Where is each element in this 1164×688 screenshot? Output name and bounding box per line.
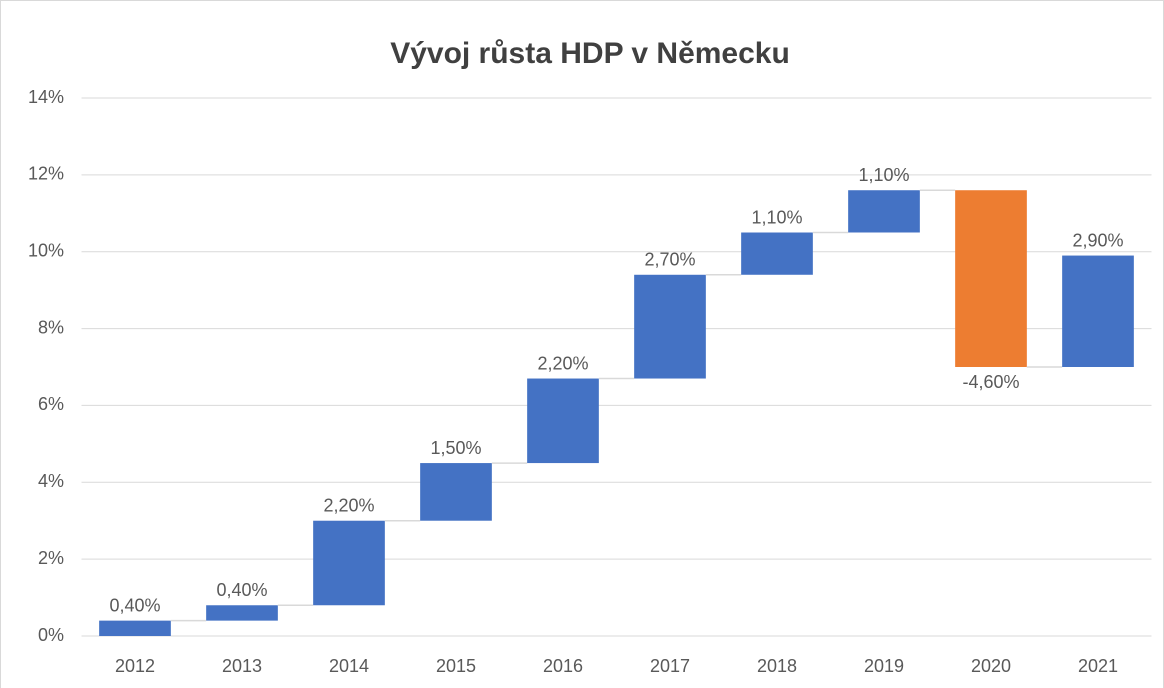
chart-title: Vývoj růsta HDP v Německu [390,37,790,70]
bar [527,378,599,464]
x-tick-label: 2012 [115,656,155,676]
y-tick-label: 8% [38,317,64,337]
y-tick-label: 10% [28,240,64,260]
data-label: 2,70% [644,250,695,270]
bar [634,274,706,379]
x-tick-label: 2020 [971,656,1011,676]
y-tick-label: 4% [38,471,64,491]
data-label: 1,10% [751,207,802,227]
y-tick-label: 0% [38,625,64,645]
data-label: 2,20% [323,495,374,515]
x-tick-label: 2014 [329,656,369,676]
x-tick-label: 2015 [436,656,476,676]
data-label: 0,40% [216,580,267,600]
x-tick-label: 2013 [222,656,262,676]
data-label: 1,50% [430,438,481,458]
bar [1062,255,1134,367]
data-label: 0,40% [109,595,160,615]
bar [99,620,171,636]
x-tick-label: 2018 [757,656,797,676]
bar [420,463,492,521]
x-tick-label: 2017 [650,656,690,676]
y-tick-label: 2% [38,548,64,568]
data-label: 1,10% [858,165,909,185]
x-tick-label: 2016 [543,656,583,676]
bar [955,190,1027,367]
data-label: -4,60% [962,372,1019,392]
bar [848,190,920,233]
x-tick-label: 2019 [864,656,904,676]
data-label: 2,90% [1072,230,1123,250]
y-tick-label: 6% [38,394,64,414]
data-label: 2,20% [537,353,588,373]
y-tick-label: 12% [28,164,64,184]
x-tick-label: 2021 [1078,656,1118,676]
bar [313,520,385,606]
y-tick-label: 14% [28,87,64,107]
bar [206,605,278,621]
bar [741,232,813,275]
